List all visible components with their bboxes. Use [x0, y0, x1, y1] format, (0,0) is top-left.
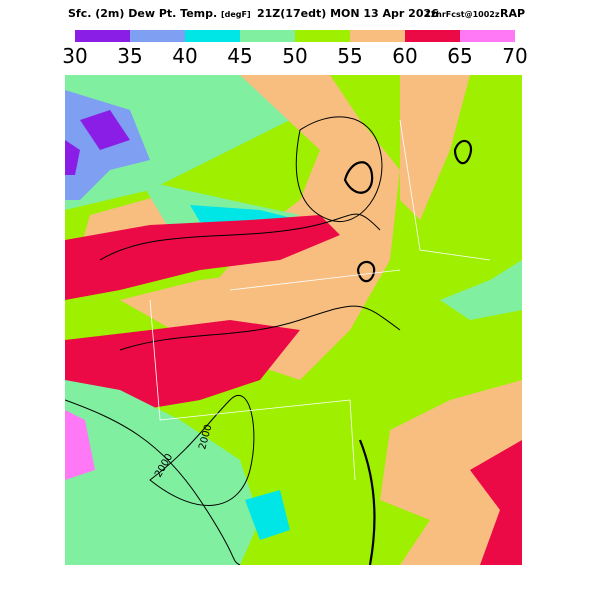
- colorbar-tick-label: 65: [447, 44, 472, 68]
- colorbar-bin: [240, 30, 295, 42]
- colorbar-bin: [185, 30, 240, 42]
- model: RAP: [500, 7, 525, 20]
- field-area: [470, 440, 522, 565]
- colorbar-bin: [295, 30, 350, 42]
- colorbar-tick-label: 35: [117, 44, 142, 68]
- field-area: [65, 380, 260, 565]
- field-area: [80, 110, 130, 150]
- colorbar-bin: [75, 30, 130, 42]
- forecast: 12hrFcst@1002z: [425, 10, 500, 19]
- colorbar-bin: [460, 30, 515, 42]
- colorbar-bin: [130, 30, 185, 42]
- colorbar-tick-label: 60: [392, 44, 417, 68]
- colorbar-tick-label: 45: [227, 44, 252, 68]
- colorbar-tick-label: 50: [282, 44, 307, 68]
- field-area: [440, 260, 522, 320]
- colorbar-tick-label: 30: [62, 44, 87, 68]
- colorbar-tick-label: 70: [502, 44, 527, 68]
- colorbar-bin: [350, 30, 405, 42]
- field-area: [245, 490, 290, 540]
- field-area: [65, 410, 95, 480]
- colorbar-bin: [405, 30, 460, 42]
- colorbar-tick-label: 55: [337, 44, 362, 68]
- field-area: [65, 140, 80, 175]
- units: [degF]: [221, 10, 251, 19]
- valid-time: 21Z(17edt) MON 13 Apr 2026: [257, 7, 439, 20]
- map: 2000 2000: [65, 75, 522, 565]
- field-title: Sfc. (2m) Dew Pt. Temp.: [68, 7, 217, 20]
- colorbar: 30 35 40 45 50 55 60 65 70: [62, 30, 528, 68]
- field-area: [65, 215, 340, 300]
- colorbar-tick-label: 40: [172, 44, 197, 68]
- field-area: [400, 75, 470, 220]
- field-area: [380, 380, 522, 565]
